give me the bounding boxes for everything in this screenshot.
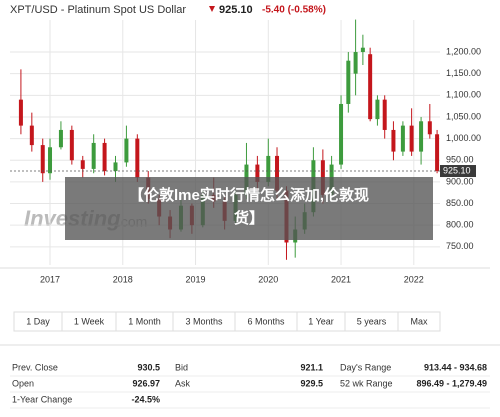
candle-body — [29, 125, 34, 146]
candle-body — [435, 134, 440, 172]
range-button-label[interactable]: 1 Day — [26, 316, 50, 326]
range-button-label[interactable]: 6 Months — [247, 316, 285, 326]
candle-body — [18, 99, 23, 126]
x-tick-label: 2021 — [331, 274, 351, 284]
range-button[interactable] — [397, 311, 441, 332]
stat-label: 52 wk Range — [340, 378, 393, 388]
stat-value: 921.1 — [300, 362, 323, 372]
stat-value: 926.97 — [132, 378, 160, 388]
stat-label: Open — [12, 378, 34, 388]
y-tick-label: 1,100.00 — [446, 90, 481, 100]
y-tick-label: 950.00 — [446, 155, 474, 165]
y-tick-label: 750.00 — [446, 241, 474, 251]
y-tick-label: 800.00 — [446, 220, 474, 230]
candle-body — [375, 99, 380, 120]
candle-body — [382, 99, 387, 130]
y-tick-label: 1,200.00 — [446, 46, 481, 56]
stat-label: Bid — [175, 362, 188, 372]
candle-body — [360, 47, 365, 53]
last-price-label: 925.10 — [443, 165, 471, 175]
x-tick-label: 2022 — [404, 274, 424, 284]
candle-body — [91, 142, 96, 169]
x-tick-label: 2017 — [40, 274, 60, 284]
stat-value: 929.5 — [300, 378, 323, 388]
candle-body — [353, 52, 358, 74]
candle-body — [391, 129, 396, 152]
y-tick-label: 1,150.00 — [446, 68, 481, 78]
candle-body — [266, 155, 271, 182]
stat-label: Day's Range — [340, 362, 391, 372]
candle-body — [124, 138, 129, 163]
x-tick-label: 2020 — [258, 274, 278, 284]
candle-body — [135, 138, 140, 178]
candle-body — [113, 162, 118, 172]
stat-label: Prev. Close — [12, 362, 58, 372]
stat-label: Ask — [175, 378, 191, 388]
price-change: -5.40 (-0.58%) — [262, 5, 326, 16]
candle-body — [339, 103, 344, 165]
stat-value: 896.49 - 1,279.49 — [416, 378, 487, 388]
candle-body — [80, 160, 85, 169]
range-button-label[interactable]: 1 Year — [308, 316, 334, 326]
candle-body — [40, 145, 45, 174]
range-button-label[interactable]: Max — [410, 316, 428, 326]
overlay-box — [65, 177, 433, 240]
candle-body — [368, 54, 373, 120]
candle-body — [58, 129, 63, 148]
stat-value: 913.44 - 934.68 — [424, 362, 487, 372]
y-tick-label: 1,000.00 — [446, 133, 481, 143]
y-tick-label: 850.00 — [446, 198, 474, 208]
range-button-label[interactable]: 1 Week — [74, 316, 105, 326]
y-tick-label: 1,050.00 — [446, 111, 481, 121]
down-arrow — [209, 6, 215, 12]
range-button-label[interactable]: 5 years — [357, 316, 387, 326]
stat-value: 930.5 — [137, 362, 160, 372]
overlay-text: 【伦敦lme实时行情怎么添加,伦敦现 — [129, 186, 369, 204]
candle-body — [275, 155, 280, 191]
price: 925.10 — [219, 4, 253, 16]
candle-body — [427, 121, 432, 135]
lower: 1 Day 1 Week 1 Month 3 Months 6 Months 1 Year… — [10, 311, 490, 409]
range-button-label[interactable]: 3 Months — [185, 316, 223, 326]
candle-body — [102, 142, 107, 172]
candle-body — [69, 129, 74, 161]
candle-body — [346, 60, 351, 104]
candle-body — [255, 164, 260, 182]
y-tick-label: 900.00 — [446, 176, 474, 186]
title: XPT/USD - Platinum Spot US Dollar — [10, 4, 186, 16]
candle-body — [48, 147, 53, 174]
x-tick-label: 2018 — [113, 274, 133, 284]
candle-body — [419, 121, 424, 152]
x-tick-label: 2019 — [186, 274, 206, 284]
stat-value: -24.5% — [131, 394, 160, 404]
candle-body — [400, 125, 405, 152]
candle-body — [409, 125, 414, 152]
overlay-text: 货】 — [234, 209, 264, 227]
last-price-tag — [440, 165, 476, 178]
stat-label: 1-Year Change — [12, 394, 72, 404]
range-button-label[interactable]: 1 Month — [128, 316, 161, 326]
